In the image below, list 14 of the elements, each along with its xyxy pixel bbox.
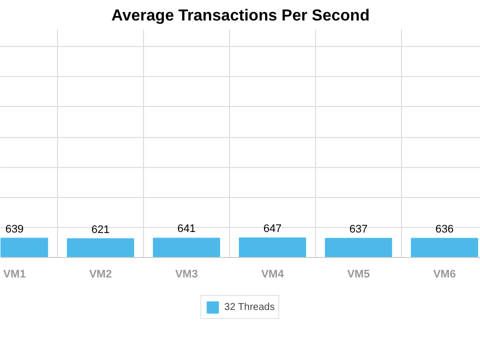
x-tick-label: VM5	[347, 268, 370, 280]
data-label: 621	[91, 224, 110, 236]
x-tick-label: VM1	[3, 268, 26, 280]
legend-label: 32 Threads	[224, 302, 275, 312]
x-tick-label: VM4	[261, 268, 285, 280]
chart-title: Average Transactions Per Second	[111, 8, 370, 24]
x-tick-label: VM6	[433, 268, 456, 280]
x-tick-label: VM3	[175, 268, 198, 280]
data-label: 636	[435, 223, 454, 236]
data-label: 637	[349, 223, 368, 236]
data-label: 641	[177, 223, 196, 236]
data-label: 647	[263, 223, 282, 236]
x-tick-label: VM2	[89, 268, 112, 280]
data-label: 639	[5, 223, 24, 236]
